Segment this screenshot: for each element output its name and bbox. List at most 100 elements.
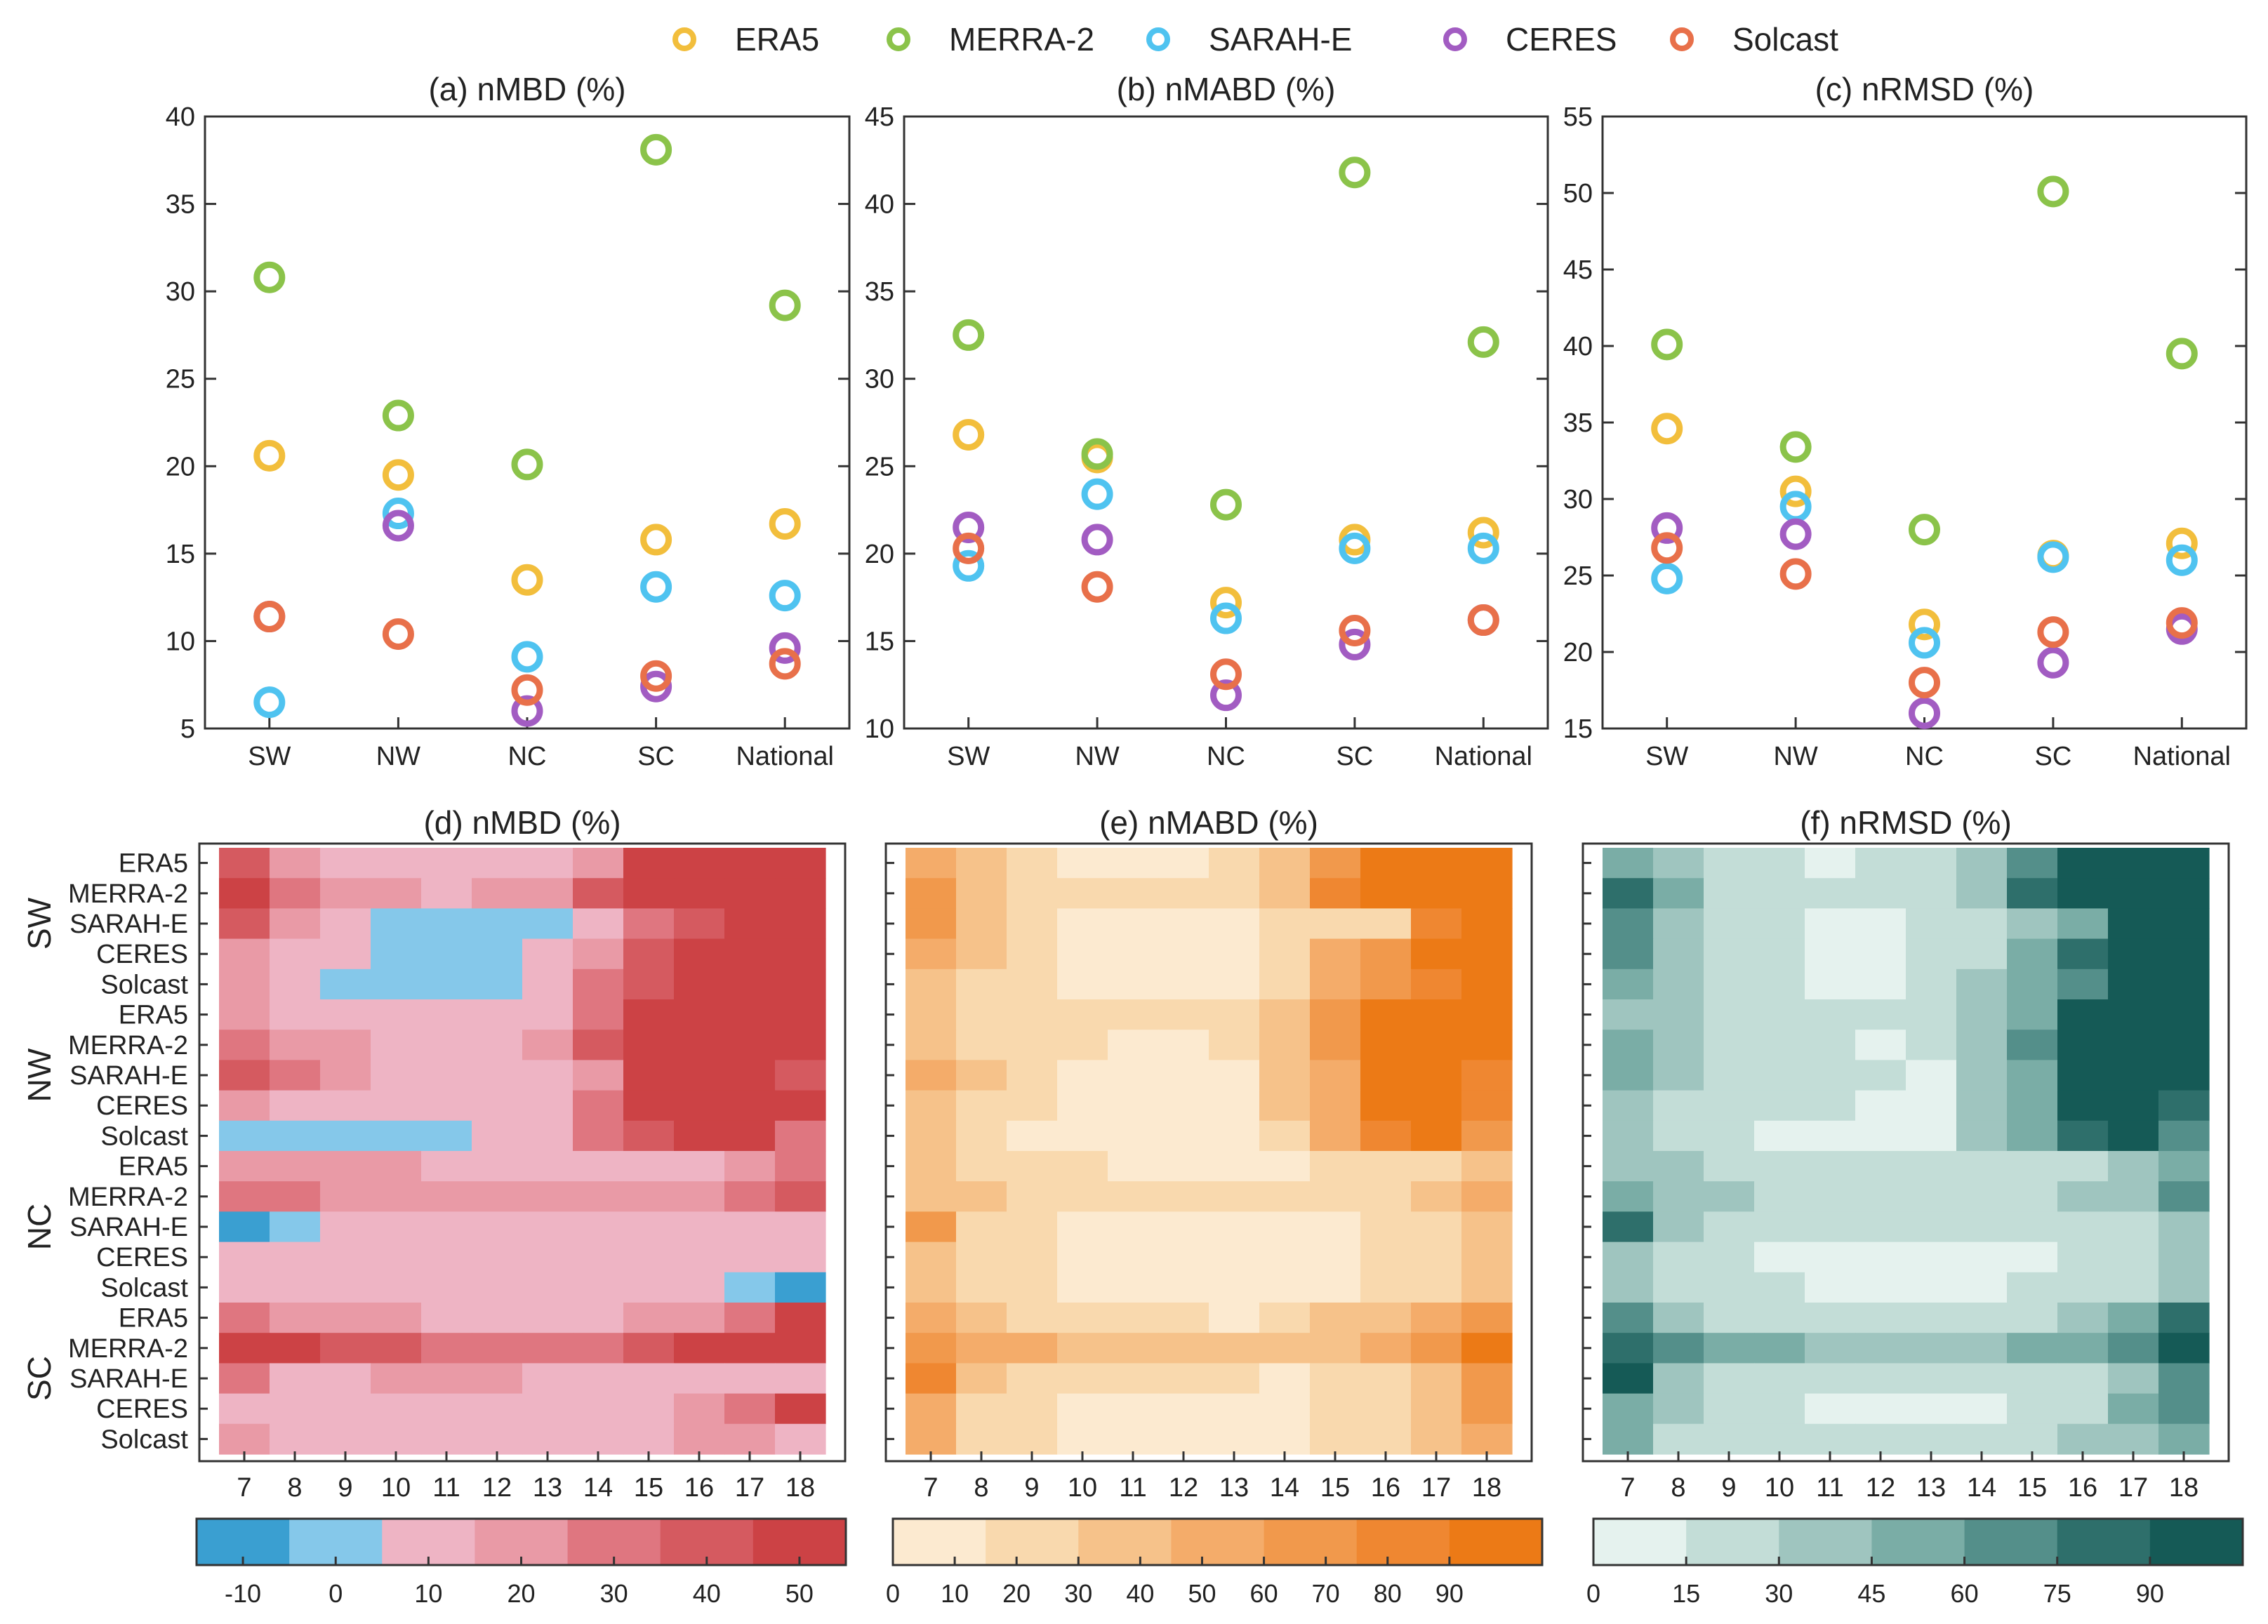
x-tick-label: 7 <box>923 1473 938 1503</box>
data-point <box>1909 608 1940 641</box>
heat-cell <box>2057 1181 2109 1212</box>
heat-cell <box>906 1363 957 1395</box>
heat-cell <box>573 878 624 909</box>
x-tick-label: 8 <box>1671 1473 1685 1503</box>
heat-cell <box>2057 999 2109 1030</box>
heat-cell <box>219 999 270 1030</box>
heat-cell <box>1411 1242 1462 1273</box>
heat-cell <box>1057 1333 1108 1364</box>
heat-cell <box>2007 908 2058 940</box>
heat-cell <box>421 908 472 940</box>
heat-cell <box>2158 1211 2210 1243</box>
heat-cell <box>522 999 573 1030</box>
legend-marker <box>1443 27 1467 51</box>
heat-cell <box>1158 1181 1209 1212</box>
legend-entry-solcast[interactable]: Solcast <box>1670 21 1838 58</box>
heat-cell <box>1906 908 1957 940</box>
colorbar-tick-label: 45 <box>1857 1579 1885 1608</box>
heat-cell <box>1603 1120 1654 1152</box>
heat-cell <box>724 848 776 879</box>
heat-cell <box>724 1090 776 1122</box>
colorbar-f: 0 15 30 45 60 75 90 <box>1586 1517 2244 1608</box>
heat-cell <box>2007 1181 2058 1212</box>
heat-cell <box>1653 1060 1704 1091</box>
heat-cell <box>1108 848 1159 879</box>
heat-cell <box>1956 1272 2008 1303</box>
heat-cell <box>219 1303 270 1333</box>
heat-cell <box>320 1090 371 1122</box>
panel-a: (a) nMBD (%) 5 10 15 20 25 30 35 40 SW NW NC SC Natio… <box>166 71 851 771</box>
heat-cell <box>906 1060 957 1091</box>
heat-cell <box>320 1181 371 1212</box>
colorbar-tick-label: 10 <box>414 1579 442 1608</box>
heat-cell <box>1906 938 1957 970</box>
heat-cell <box>2108 1363 2159 1395</box>
heat-cell <box>270 1060 321 1091</box>
heat-cell <box>1855 969 1906 1000</box>
heat-cell <box>1057 1211 1108 1243</box>
heat-cell <box>1310 878 1361 909</box>
heat-cell <box>472 878 523 909</box>
legend-entry-era5[interactable]: ERA5 <box>672 21 819 58</box>
data-point <box>1467 326 1499 358</box>
heat-cell <box>1209 1030 1260 1060</box>
group-label: SW <box>21 897 58 950</box>
heat-cell <box>1310 1151 1361 1182</box>
heat-cell <box>1906 1120 1957 1152</box>
heat-cell <box>1108 1393 1159 1425</box>
heat-cell <box>724 878 776 909</box>
heat-cell <box>1158 848 1209 879</box>
heat-cell <box>775 1242 826 1273</box>
heat-cell <box>2057 969 2109 1000</box>
heat-cell <box>2158 1030 2210 1060</box>
heat-cell <box>421 1060 472 1091</box>
heat-cell <box>1007 1393 1058 1425</box>
y-tick-label: 35 <box>865 277 894 307</box>
heat-cell <box>1209 1242 1260 1273</box>
heat-cell <box>1855 1060 1906 1091</box>
legend-entry-ceres[interactable]: CERES <box>1443 21 1617 58</box>
data-point <box>1339 614 1371 646</box>
legend-entry-sarah-e[interactable]: SARAH-E <box>1146 21 1352 58</box>
panel-title: (d) nMBD (%) <box>423 804 621 841</box>
legend-entry-merra-2[interactable]: MERRA-2 <box>887 21 1094 58</box>
heat-cell <box>1754 1242 1805 1273</box>
heat-cell <box>2108 1393 2159 1425</box>
colorbar-segment <box>1264 1519 1358 1565</box>
heat-cell <box>2108 1333 2159 1364</box>
data-point <box>953 532 985 564</box>
y-tick-label: 50 <box>1563 179 1593 208</box>
colorbar-tick-label: 30 <box>600 1579 628 1608</box>
heat-cell <box>1411 1151 1462 1182</box>
heat-cell <box>775 1423 826 1455</box>
legend-label: Solcast <box>1732 21 1838 58</box>
heat-cell <box>421 1242 472 1273</box>
heat-cell <box>623 848 675 879</box>
heat-cell <box>522 1272 573 1303</box>
series-solcast <box>1651 532 2198 699</box>
heat-cell <box>1603 908 1654 940</box>
heat-cell <box>1108 908 1159 940</box>
heat-cell <box>724 1120 776 1152</box>
heat-cell <box>1754 1030 1805 1060</box>
colorbar-tick-label: 30 <box>1765 1579 1793 1608</box>
heat-cell <box>573 1060 624 1091</box>
heat-cell <box>270 969 321 1000</box>
heat-cell <box>1805 1060 1856 1091</box>
heat-cell <box>1259 878 1311 909</box>
heat-cell <box>1158 908 1209 940</box>
heat-cell <box>1259 938 1311 970</box>
x-tick-label: SC <box>1337 742 1374 771</box>
heat-cell <box>1956 1242 2008 1273</box>
heat-cell <box>421 999 472 1030</box>
heat-cell <box>219 1333 270 1364</box>
heat-cell <box>573 1030 624 1060</box>
heat-cell <box>1057 1151 1108 1182</box>
heat-cell <box>2108 1090 2159 1122</box>
heat-cell <box>1906 1030 1957 1060</box>
heat-cell <box>270 1272 321 1303</box>
heat-cell <box>1209 999 1260 1030</box>
data-point <box>511 674 543 706</box>
heat-cell <box>1108 1303 1159 1333</box>
x-tick-label: 11 <box>1816 1473 1843 1503</box>
